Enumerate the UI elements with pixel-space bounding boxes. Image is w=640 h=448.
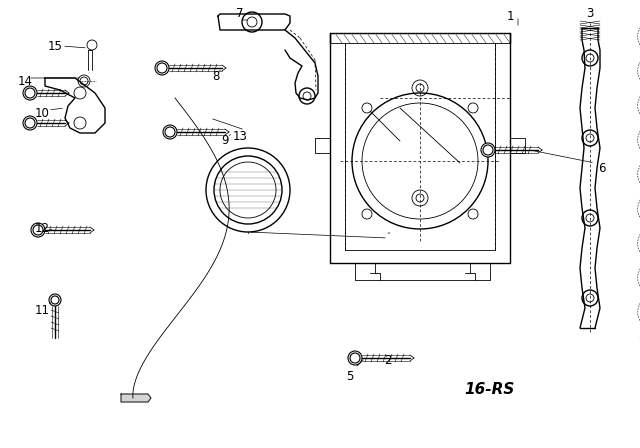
Circle shape (23, 116, 37, 130)
Circle shape (348, 351, 362, 365)
Polygon shape (121, 394, 151, 402)
Text: 11: 11 (35, 303, 49, 316)
Text: 1: 1 (506, 9, 514, 22)
Text: 2: 2 (384, 354, 392, 367)
Text: 3: 3 (586, 7, 594, 20)
Text: 10: 10 (35, 107, 49, 120)
Text: 7: 7 (236, 7, 244, 20)
Circle shape (49, 294, 61, 306)
Circle shape (481, 143, 495, 157)
Text: 13: 13 (232, 129, 248, 142)
Text: 5: 5 (346, 370, 354, 383)
Circle shape (31, 223, 45, 237)
Circle shape (155, 61, 169, 75)
Text: 8: 8 (212, 69, 220, 82)
Text: 12: 12 (35, 221, 49, 234)
Circle shape (23, 86, 37, 100)
Text: 9: 9 (221, 134, 228, 146)
Text: 14: 14 (17, 74, 33, 87)
Text: 16-RS: 16-RS (465, 383, 515, 397)
Circle shape (163, 125, 177, 139)
Text: 15: 15 (47, 39, 63, 52)
Text: 6: 6 (598, 161, 605, 175)
